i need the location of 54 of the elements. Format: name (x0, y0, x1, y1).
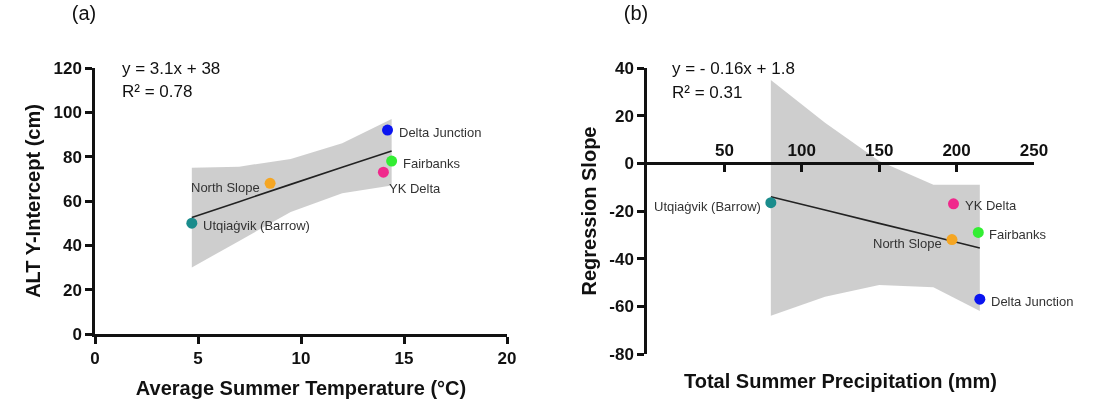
chart-title: (b) (623, 2, 649, 25)
point (972, 226, 984, 238)
y-tick-label: -80 (609, 344, 634, 364)
annotation: Utqiaġvik (Barrow) (203, 218, 310, 233)
x-tick-label: 50 (714, 140, 734, 160)
chart-title: (a) (71, 2, 97, 25)
y-tick-label: -20 (609, 201, 634, 221)
point (765, 197, 777, 209)
y-tick-label: 20 (62, 280, 82, 300)
y-tick-label: 40 (614, 58, 634, 78)
y-tick-label: -60 (609, 297, 634, 317)
point (946, 234, 958, 246)
x-axis-title: Total Summer Precipitation (mm) (684, 370, 998, 392)
point (377, 166, 389, 178)
x-axis-title: Average Summer Temperature (°C) (135, 376, 467, 399)
x-tick-label: 20 (497, 349, 517, 369)
x-tick-label: 15 (394, 349, 414, 369)
y-tick-label: 120 (53, 58, 82, 78)
annotation: y = - 0.16x + 1.8 (672, 59, 795, 78)
y-tick-label: 100 (53, 103, 82, 123)
y-tick-label: 40 (62, 236, 82, 256)
x-tick-label: 100 (787, 140, 816, 160)
annotation: Delta Junction (991, 294, 1074, 309)
annotation: North Slope (191, 180, 260, 195)
annotation: YK Delta (389, 181, 442, 196)
x-tick-label: 250 (1019, 140, 1049, 160)
point (382, 124, 394, 136)
y-axis-title: ALT Y-Intercept (cm) (21, 104, 44, 298)
annotation: Fairbanks (989, 227, 1047, 242)
point (186, 217, 198, 229)
annotation: Fairbanks (403, 156, 461, 171)
x-tick-label: 5 (193, 349, 203, 369)
point (974, 293, 986, 305)
annotation: y = 3.1x + 38 (122, 59, 221, 78)
point (948, 198, 959, 210)
y-tick-label: 80 (62, 147, 82, 167)
y-axis-title: Regression Slope (577, 126, 600, 296)
annotation: YK Delta (965, 198, 1018, 213)
y-tick-label: 0 (72, 324, 82, 344)
annotation: Utqiaġvik (Barrow) (654, 199, 761, 214)
x-tick-label: 150 (865, 140, 894, 160)
y-tick-label: 20 (614, 106, 634, 126)
annotation: Delta Junction (399, 125, 482, 140)
x-tick-label: 200 (942, 140, 971, 160)
annotation: North Slope (873, 236, 942, 251)
y-tick-label: 60 (62, 191, 82, 211)
x-tick-label: 0 (90, 349, 100, 369)
annotation: R² = 0.31 (672, 83, 743, 102)
x-tick-label: 10 (291, 349, 311, 369)
point (264, 177, 276, 189)
y-tick-label: -40 (609, 249, 634, 269)
y-tick-label: 0 (624, 154, 634, 174)
annotation: R² = 0.78 (122, 82, 193, 101)
point (386, 155, 398, 167)
